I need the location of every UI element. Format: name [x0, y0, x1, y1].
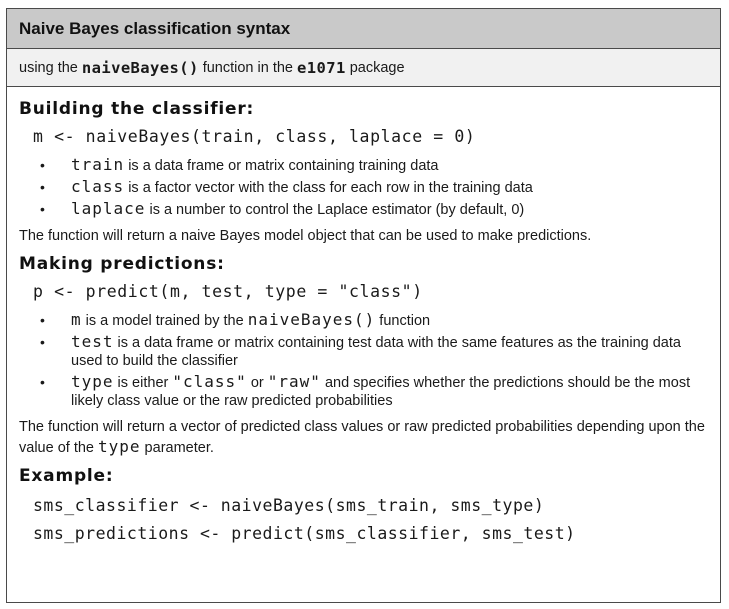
- list-item: test is a data frame or matrix containin…: [19, 333, 708, 370]
- param-term: test: [71, 332, 114, 351]
- returns-term: type: [98, 437, 141, 456]
- syntax-box: Naive Bayes classification syntax using …: [6, 8, 721, 603]
- subtitle-post: package: [345, 59, 405, 76]
- param-term: laplace: [71, 199, 146, 218]
- subtitle-mid: function in the: [198, 59, 298, 76]
- returns-pre: The function will return a vector of pre…: [19, 419, 705, 456]
- title-bar: Naive Bayes classification syntax: [7, 9, 720, 49]
- subtitle-pre: using the: [19, 59, 82, 76]
- predicting-returns: The function will return a vector of pre…: [19, 418, 708, 458]
- predicting-heading: Making predictions:: [19, 254, 225, 274]
- example-code-line-1: sms_classifier <- naiveBayes(sms_train, …: [33, 496, 545, 515]
- param-desc: is a model trained by the: [81, 313, 248, 329]
- param-desc: is a data frame or matrix containing tes…: [71, 335, 681, 369]
- building-heading: Building the classifier:: [19, 99, 255, 119]
- param-term: type: [71, 372, 114, 391]
- param-desc: is a number to control the Laplace estim…: [145, 202, 525, 218]
- param-desc: is a factor vector with the class for ea…: [124, 180, 533, 196]
- subtitle-function: naiveBayes(): [81, 58, 199, 77]
- box-title: Naive Bayes classification syntax: [19, 18, 291, 38]
- predicting-code: p <- predict(m, test, type = "class"): [33, 282, 423, 301]
- param-desc: is either: [113, 375, 173, 391]
- param-term: naiveBayes(): [247, 310, 376, 329]
- example-heading: Example:: [19, 466, 114, 486]
- param-desc: is a data frame or matrix containing tra…: [124, 158, 439, 174]
- building-code: m <- naiveBayes(train, class, laplace = …: [33, 127, 476, 146]
- predicting-list: m is a model trained by the naiveBayes()…: [19, 311, 708, 410]
- list-item: m is a model trained by the naiveBayes()…: [19, 311, 708, 330]
- param-term: m: [71, 310, 82, 329]
- list-item: type is either "class" or "raw" and spec…: [19, 373, 708, 410]
- list-item: laplace is a number to control the Lapla…: [19, 200, 708, 219]
- returns-post: parameter.: [140, 440, 214, 456]
- param-desc: function: [375, 313, 431, 329]
- list-item: train is a data frame or matrix containi…: [19, 156, 708, 175]
- building-list: train is a data frame or matrix containi…: [19, 156, 708, 219]
- subtitle-package: e1071: [297, 58, 346, 77]
- building-returns: The function will return a naive Bayes m…: [19, 228, 592, 244]
- content: Building the classifier: m <- naiveBayes…: [7, 87, 720, 548]
- example-code-line-2: sms_predictions <- predict(sms_classifie…: [33, 524, 576, 543]
- param-term: train: [71, 155, 125, 174]
- param-term: "class": [172, 372, 247, 391]
- param-term: "raw": [267, 372, 321, 391]
- param-desc: or: [246, 375, 268, 391]
- list-item: class is a factor vector with the class …: [19, 178, 708, 197]
- subtitle-bar: using the naiveBayes() function in the e…: [7, 49, 720, 87]
- param-desc: and specifies whether the predictions sh…: [71, 375, 691, 409]
- param-term: class: [71, 177, 125, 196]
